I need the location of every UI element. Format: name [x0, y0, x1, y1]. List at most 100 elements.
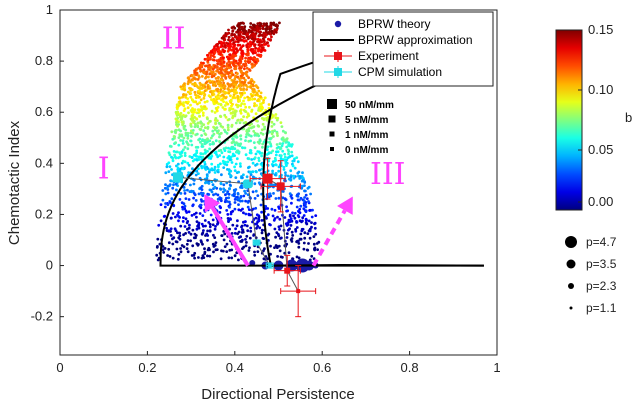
- region-label: II: [162, 21, 186, 56]
- theory-point: [303, 209, 307, 212]
- theory-point: [280, 144, 284, 148]
- theory-point: [223, 84, 227, 88]
- theory-point: [224, 77, 228, 80]
- theory-point: [218, 60, 222, 63]
- theory-point: [227, 220, 230, 224]
- theory-point: [203, 105, 207, 108]
- theory-point: [254, 46, 257, 50]
- theory-point: [308, 208, 312, 212]
- theory-point: [260, 128, 264, 132]
- theory-point: [242, 39, 246, 43]
- theory-point: [228, 158, 232, 162]
- theory-point: [222, 155, 226, 159]
- theory-point: [270, 29, 274, 33]
- theory-point: [237, 203, 240, 207]
- theory-point: [273, 173, 277, 177]
- theory-point: [167, 241, 171, 245]
- theory-point: [206, 65, 210, 69]
- theory-point: [177, 214, 180, 218]
- theory-point: [223, 189, 227, 192]
- theory-point: [228, 75, 232, 79]
- theory-point: [249, 149, 253, 153]
- theory-point: [209, 157, 213, 160]
- theory-point: [224, 193, 227, 197]
- theory-point: [215, 153, 218, 156]
- theory-point: [202, 129, 206, 133]
- theory-point: [272, 218, 276, 222]
- theory-point: [170, 197, 174, 201]
- theory-point: [182, 87, 185, 91]
- theory-point: [247, 127, 251, 130]
- theory-point: [182, 233, 186, 237]
- x-tick-label: 0.6: [313, 360, 331, 375]
- theory-point: [281, 136, 285, 140]
- theory-point: [239, 35, 243, 38]
- theory-point: [202, 229, 205, 232]
- theory-point: [233, 64, 236, 68]
- theory-point: [245, 224, 249, 228]
- theory-point: [226, 217, 230, 220]
- theory-point: [196, 121, 200, 125]
- theory-point: [191, 228, 195, 232]
- legend: BPRW theory BPRW approximation Experiment C…: [312, 11, 494, 87]
- theory-point: [206, 61, 210, 64]
- theory-point: [183, 154, 187, 158]
- theory-point: [222, 95, 226, 98]
- theory-point: [200, 75, 204, 78]
- theory-point: [247, 166, 250, 170]
- theory-point: [233, 114, 237, 118]
- theory-point: [298, 177, 302, 180]
- theory-point: [233, 147, 237, 151]
- theory-point: [288, 155, 291, 159]
- theory-point: [198, 101, 202, 105]
- theory-point: [192, 119, 196, 123]
- theory-point: [313, 226, 317, 230]
- theory-point: [298, 207, 302, 211]
- theory-point: [211, 67, 215, 71]
- theory-point: [164, 192, 168, 196]
- theory-point: [159, 203, 163, 207]
- theory-point: [210, 154, 214, 158]
- theory-point: [182, 109, 186, 112]
- concentration-marker: [329, 131, 335, 137]
- size-label: p=3.5: [586, 257, 617, 271]
- theory-point: [296, 194, 300, 198]
- theory-point: [249, 151, 253, 155]
- theory-point: [235, 36, 239, 40]
- theory-point: [182, 104, 186, 108]
- theory-point: [257, 89, 261, 93]
- theory-point: [215, 95, 219, 99]
- theory-point: [252, 141, 256, 145]
- theory-point: [275, 143, 279, 146]
- theory-point: [273, 129, 276, 133]
- theory-point: [181, 220, 185, 223]
- theory-point: [176, 125, 180, 128]
- theory-point: [267, 152, 270, 155]
- theory-point: [310, 215, 314, 219]
- theory-point: [250, 94, 254, 98]
- theory-point: [232, 85, 236, 88]
- theory-point: [252, 84, 255, 88]
- theory-point: [277, 165, 281, 169]
- theory-point: [239, 111, 243, 115]
- theory-point: [283, 197, 287, 201]
- theory-point: [270, 132, 274, 136]
- theory-point: [256, 86, 260, 90]
- theory-point: [182, 136, 186, 140]
- legend-box: [312, 11, 494, 87]
- theory-point: [256, 37, 260, 41]
- theory-point: [271, 149, 275, 153]
- theory-point: [185, 242, 189, 246]
- theory-point: [224, 130, 227, 134]
- theory-point: [177, 253, 181, 256]
- theory-point: [244, 192, 248, 195]
- theory-point: [276, 134, 279, 138]
- theory-point: [250, 78, 253, 81]
- theory-point: [217, 121, 221, 125]
- theory-point: [227, 196, 231, 200]
- theory-point: [170, 155, 173, 159]
- theory-point: [226, 82, 230, 86]
- theory-point: [298, 237, 302, 241]
- theory-point: [222, 42, 226, 45]
- theory-point: [265, 24, 269, 28]
